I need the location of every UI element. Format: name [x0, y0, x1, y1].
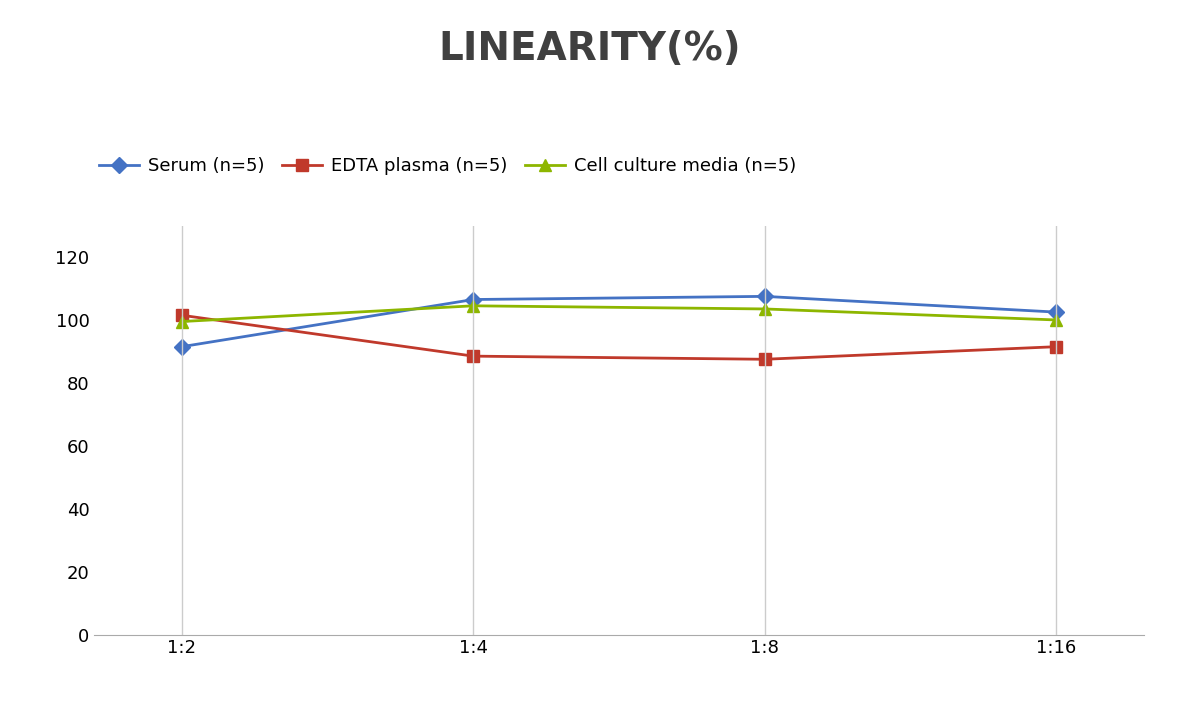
Cell culture media (n=5) [174, 317, 189, 326]
Line: Cell culture media (n=5): Cell culture media (n=5) [176, 300, 1062, 327]
Cell culture media (n=5) [466, 302, 480, 310]
Serum (n=5) [758, 292, 772, 300]
EDTA plasma (n=5) [758, 355, 772, 364]
Serum (n=5) [466, 295, 480, 304]
Legend: Serum (n=5), EDTA plasma (n=5), Cell culture media (n=5): Serum (n=5), EDTA plasma (n=5), Cell cul… [92, 150, 803, 183]
Cell culture media (n=5) [1049, 316, 1063, 324]
Serum (n=5) [1049, 308, 1063, 317]
Cell culture media (n=5) [758, 305, 772, 313]
EDTA plasma (n=5) [1049, 343, 1063, 351]
Line: Serum (n=5): Serum (n=5) [176, 291, 1062, 352]
Text: LINEARITY(%): LINEARITY(%) [439, 30, 740, 68]
Serum (n=5) [174, 343, 189, 351]
EDTA plasma (n=5) [174, 311, 189, 319]
EDTA plasma (n=5) [466, 352, 480, 360]
Line: EDTA plasma (n=5): EDTA plasma (n=5) [176, 309, 1062, 364]
